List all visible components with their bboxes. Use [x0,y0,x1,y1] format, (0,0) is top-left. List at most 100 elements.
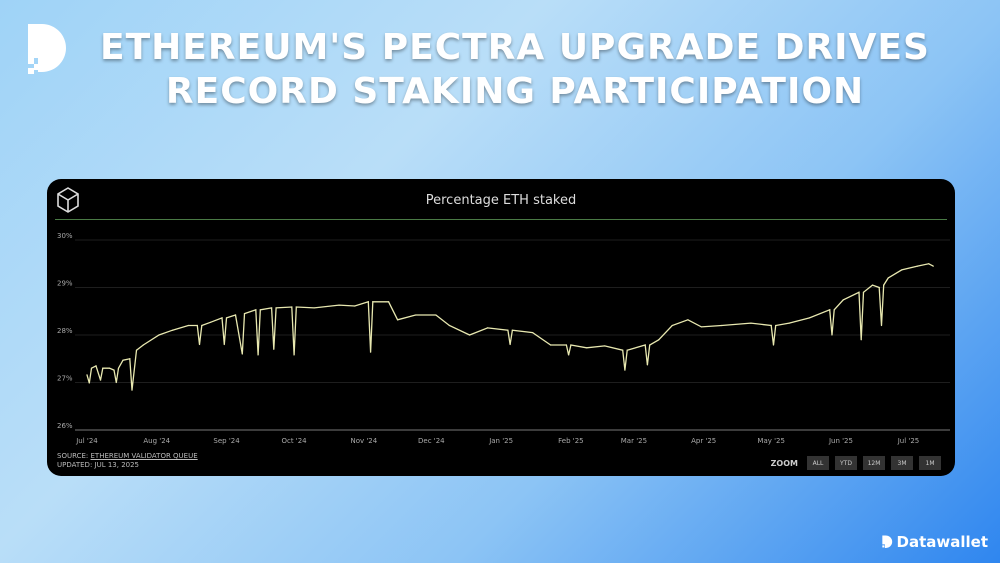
data-point [273,348,275,350]
y-tick-label: 29% [57,280,73,288]
data-point [99,379,102,381]
data-point [367,301,369,303]
data-point [122,359,124,361]
x-tick-label: Jan '25 [488,437,513,445]
data-point [241,353,243,355]
data-point [928,263,930,265]
data-point [658,339,660,341]
data-point [916,265,919,267]
data-point [117,367,120,369]
y-tick-label: 30% [57,232,73,240]
data-point [131,389,133,391]
data-point [372,301,374,303]
x-tick-label: Dec '24 [418,437,445,445]
data-point [295,306,297,308]
data-point [626,349,628,351]
data-point [775,324,777,327]
data-point [831,334,833,336]
datawallet-logo-icon [28,24,66,74]
data-point [878,286,880,289]
data-point [88,382,90,384]
source-info: SOURCE: ETHEREUM VALIDATOR QUEUE UPDATED… [57,452,198,470]
data-point [570,344,572,346]
data-point [833,309,835,311]
data-point [187,324,189,327]
data-point [198,343,201,346]
source-label: SOURCE: [57,452,89,460]
data-point [201,324,203,327]
data-point [95,365,97,367]
data-point [509,343,511,346]
data-point [622,349,624,351]
x-tick-label: Mar '25 [621,437,647,445]
data-point [387,301,390,303]
data-point [788,322,790,324]
y-tick-label: 27% [57,375,73,383]
source-link[interactable]: ETHEREUM VALIDATOR QUEUE [90,452,198,460]
data-point [255,309,257,311]
data-point [671,324,673,327]
data-point [932,265,934,267]
data-point [901,269,903,271]
data-point [646,364,649,366]
line-chart: 26% 27% 28% 29% 30% Jul '24 Aug '24 Sep '24 Oct … [57,232,950,445]
data-point [862,291,865,293]
data-point [354,305,356,307]
data-point [649,344,651,346]
data-point [243,313,246,315]
x-tick-label: Apr '25 [691,437,716,445]
series-line [86,263,934,391]
data-point [275,307,277,309]
zoom-12m-button[interactable]: 12M [863,456,885,470]
headline-line-1: ETHEREUM'S PECTRA UPGRADE DRIVES [100,27,930,68]
data-point [700,326,703,328]
data-point [604,345,606,347]
x-tick-label: Feb '25 [558,437,583,445]
data-point [196,324,198,327]
data-point [257,354,259,356]
x-tick-label: Jul '25 [897,437,920,445]
data-point [435,314,437,316]
data-point [108,367,111,369]
chart-card: Percentage ETH staked 26% 27% 28% 29% 30% Jul… [47,179,955,476]
data-point [871,284,874,286]
data-point [142,344,144,346]
data-point [221,317,223,319]
data-point [158,334,160,336]
y-tick-label: 28% [57,327,73,335]
data-point [234,314,237,316]
zoom-label: ZOOM [770,458,798,468]
zoom-3m-button[interactable]: 3M [891,456,913,470]
cube-logo-icon [57,187,79,213]
headline-line-2: RECORD STAKING PARTICIPATION [165,71,865,112]
data-point [624,369,626,371]
data-point [469,334,471,336]
data-point [171,329,174,331]
x-tick-label: Jul '24 [75,437,98,445]
data-point [860,339,862,341]
data-point [550,344,552,346]
x-tick-label: Aug '24 [143,437,170,445]
data-point [129,358,131,360]
data-point [90,367,93,369]
data-point [770,324,772,327]
chart-title: Percentage ETH staked [425,193,577,208]
x-tick-label: May '25 [757,437,785,445]
data-point [396,319,399,321]
data-point [808,317,811,319]
x-tick-label: Oct '24 [281,437,307,445]
x-tick-label: Jun '25 [828,437,853,445]
zoom-all-button[interactable]: ALL [807,456,829,470]
data-point [414,314,417,316]
brand: Datawallet [881,533,988,551]
data-point [102,367,104,369]
zoom-controls: ZOOM ALL YTD 12M 3M 1M [771,456,941,470]
data-point [586,347,588,349]
data-point [293,354,295,356]
data-point [507,329,509,331]
zoom-ytd-button[interactable]: YTD [835,456,857,470]
zoom-1m-button[interactable]: 1M [919,456,941,470]
data-point [225,317,228,319]
data-point [721,324,723,327]
data-point [115,381,117,384]
